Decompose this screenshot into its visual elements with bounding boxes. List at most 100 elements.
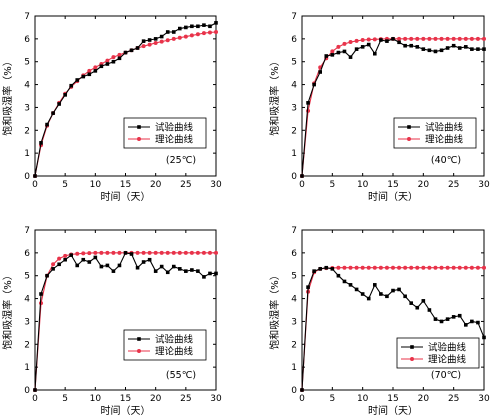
data-point (195, 32, 200, 37)
data-point (457, 265, 462, 270)
legend-label: 试验曲线 (155, 334, 194, 346)
y-axis-label: 饱和吸湿率（%） (1, 56, 14, 136)
data-point (372, 37, 377, 42)
data-point (348, 40, 353, 45)
y-tick-label: 5 (291, 272, 297, 282)
data-point (63, 253, 68, 258)
y-tick-label: 7 (291, 226, 297, 236)
x-tick-label: 15 (120, 180, 131, 190)
data-point (81, 251, 86, 256)
data-point (202, 275, 206, 279)
legend-swatch-marker (407, 125, 411, 129)
data-point (129, 252, 134, 256)
x-tick-label: 5 (62, 180, 68, 190)
data-point (165, 250, 170, 255)
data-point (373, 283, 377, 287)
data-point (183, 34, 188, 39)
data-point (397, 287, 401, 292)
data-point (178, 267, 182, 271)
data-point (482, 36, 486, 41)
data-point (129, 48, 134, 53)
data-point (177, 250, 182, 255)
legend-label: 试验曲线 (155, 122, 194, 134)
data-point (190, 24, 194, 29)
data-point (451, 36, 456, 41)
data-point (33, 174, 37, 178)
data-point (469, 265, 474, 270)
data-point (415, 305, 420, 310)
y-tick-label: 1 (24, 363, 30, 373)
data-point (165, 38, 170, 43)
data-point (348, 55, 353, 59)
data-point (153, 269, 158, 273)
data-point (482, 47, 486, 51)
data-point (93, 69, 98, 73)
x-tick-label: 10 (90, 394, 102, 404)
legend-box (393, 117, 477, 149)
series-theoretical (300, 36, 486, 178)
data-point (421, 299, 426, 303)
legend-box (123, 117, 207, 149)
data-point (184, 269, 188, 273)
data-point (445, 36, 450, 41)
data-point (201, 250, 206, 255)
x-axis-label: 时间（天） (368, 404, 418, 417)
data-point (153, 250, 158, 255)
x-tick-label: 20 (150, 394, 162, 404)
data-point (415, 45, 420, 49)
data-point (93, 255, 98, 260)
data-point (105, 58, 110, 63)
y-axis-label: 饱和吸湿率（%） (268, 270, 281, 350)
data-point (366, 42, 371, 47)
data-point (117, 250, 122, 255)
data-point (81, 257, 86, 262)
data-point (99, 64, 104, 69)
x-tick-label: 15 (387, 180, 398, 190)
x-tick-label: 20 (150, 180, 162, 190)
data-point (373, 51, 377, 56)
x-tick-label: 5 (329, 180, 335, 190)
data-point (439, 36, 444, 41)
y-axis-label: 饱和吸湿率（%） (1, 270, 14, 350)
data-point (360, 265, 365, 270)
y-tick-label: 6 (291, 249, 297, 259)
x-tick-label: 25 (180, 180, 191, 190)
data-point (135, 250, 140, 255)
y-tick-label: 4 (24, 295, 30, 305)
data-point (93, 250, 98, 255)
legend-label: 理论曲线 (428, 354, 467, 366)
data-point (99, 250, 104, 255)
data-point (81, 74, 86, 79)
data-point (159, 39, 164, 44)
data-point (165, 270, 170, 275)
data-point (178, 26, 182, 31)
y-tick-label: 5 (291, 58, 297, 68)
data-point (451, 265, 456, 270)
data-point (214, 30, 218, 34)
data-point (135, 265, 140, 270)
x-tick-label: 25 (180, 394, 191, 404)
data-point (366, 265, 371, 270)
data-point (342, 265, 347, 270)
data-point (385, 39, 389, 43)
data-point (141, 39, 146, 43)
data-point (336, 273, 341, 278)
data-point (421, 36, 426, 41)
data-point (171, 264, 176, 269)
data-point (153, 40, 158, 45)
data-point (99, 264, 104, 269)
data-point (336, 50, 341, 55)
data-point (214, 271, 218, 276)
x-axis-label: 时间（天） (101, 190, 151, 203)
data-point (51, 267, 55, 271)
x-tick-label: 30 (478, 394, 490, 404)
y-tick-label: 3 (291, 103, 297, 113)
y-tick-label: 4 (291, 295, 297, 305)
data-point (330, 53, 335, 57)
data-point (123, 251, 128, 255)
data-point (147, 42, 152, 47)
data-point (318, 267, 322, 271)
